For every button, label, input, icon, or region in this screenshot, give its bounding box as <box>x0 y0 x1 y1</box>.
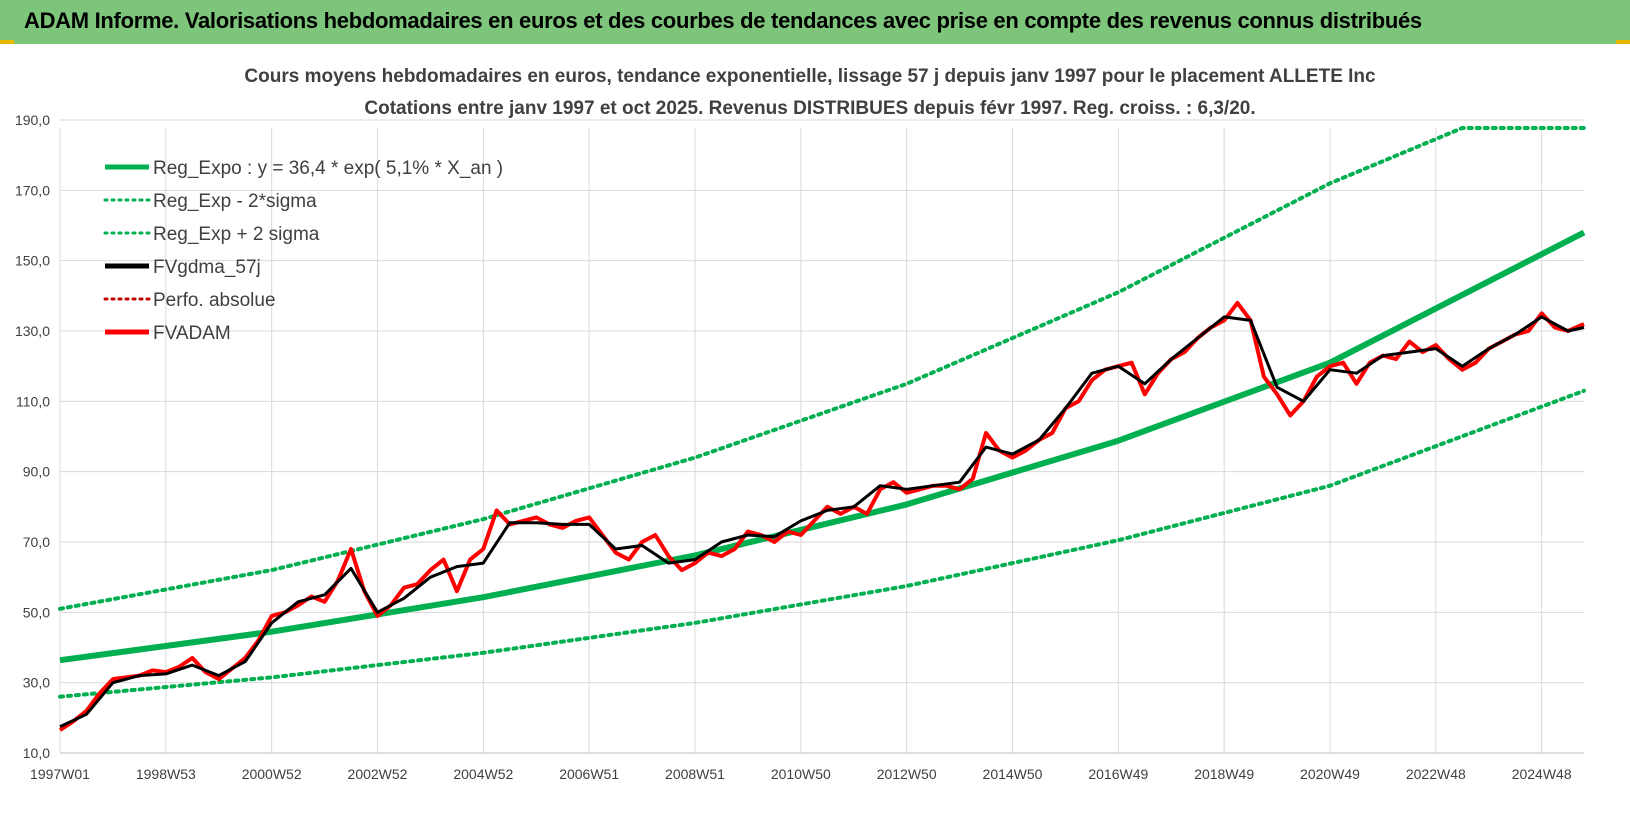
x-tick-label: 1998W53 <box>136 766 196 782</box>
x-tick-label: 2010W50 <box>771 766 831 782</box>
x-tick-label: 2018W49 <box>1194 766 1254 782</box>
series-layer <box>58 126 1586 732</box>
x-tick-label: 2020W49 <box>1300 766 1360 782</box>
x-tick-label: 2004W52 <box>453 766 513 782</box>
x-tick-label: 2000W52 <box>242 766 302 782</box>
x-tick-label: 1997W01 <box>30 766 90 782</box>
legend-label: Reg_Exp - 2*sigma <box>153 191 317 212</box>
x-tick-label: 2016W49 <box>1088 766 1148 782</box>
y-tick-label: 130,0 <box>15 323 50 339</box>
corner-marker <box>1616 40 1630 45</box>
legend-label: FVgdma_57j <box>153 257 261 278</box>
y-tick-label: 70,0 <box>23 534 50 550</box>
chart-area: Cours moyens hebdomadaires en euros, ten… <box>0 44 1630 815</box>
x-tick-label: 2024W48 <box>1512 766 1572 782</box>
x-tick-label: 2008W51 <box>665 766 725 782</box>
y-tick-label: 110,0 <box>16 393 50 409</box>
legend-label: Perfo. absolue <box>153 290 276 311</box>
corner-marker <box>0 40 14 45</box>
chart-title-line2: Cotations entre janv 1997 et oct 2025. R… <box>364 98 1255 119</box>
legend-label: FVADAM <box>153 323 231 344</box>
y-tick-label: 150,0 <box>15 253 50 269</box>
axes: 10,0 30,0 50,0 70,0 90,0 110,0 130,0 150,0 170,0… <box>15 112 1584 782</box>
report-header: ADAM Informe. Valorisations hebdomadaire… <box>0 0 1630 45</box>
series-line-0 <box>59 229 1586 664</box>
y-tick-label: 10,0 <box>23 745 50 761</box>
series-line-3 <box>59 315 1585 728</box>
x-tick-label: 2022W48 <box>1406 766 1466 782</box>
series-line-1 <box>58 388 1586 699</box>
legend-label: Reg_Expo : y = 36,4 * exp( 5,1% * X_an ) <box>153 158 503 179</box>
x-tick-label: 2012W50 <box>877 766 937 782</box>
legend-label: Reg_Exp + 2 sigma <box>153 224 320 245</box>
y-tick-label: 50,0 <box>23 604 50 620</box>
x-tick-label: 2002W52 <box>348 766 408 782</box>
y-tick-label: 190,0 <box>15 112 50 128</box>
series-line-2 <box>58 126 1586 611</box>
legend: Reg_Expo : y = 36,4 * exp( 5,1% * X_an )… <box>103 158 503 344</box>
y-tick-label: 30,0 <box>23 675 50 691</box>
y-tick-label: 170,0 <box>15 182 50 198</box>
y-tick-label: 90,0 <box>23 464 50 480</box>
chart-title-line1: Cours moyens hebdomadaires en euros, ten… <box>244 66 1376 87</box>
x-tick-label: 2014W50 <box>983 766 1043 782</box>
report-title: ADAM Informe. Valorisations hebdomadaire… <box>24 8 1422 33</box>
x-tick-label: 2006W51 <box>559 766 619 782</box>
line-chart: Cours moyens hebdomadaires en euros, ten… <box>0 44 1630 815</box>
